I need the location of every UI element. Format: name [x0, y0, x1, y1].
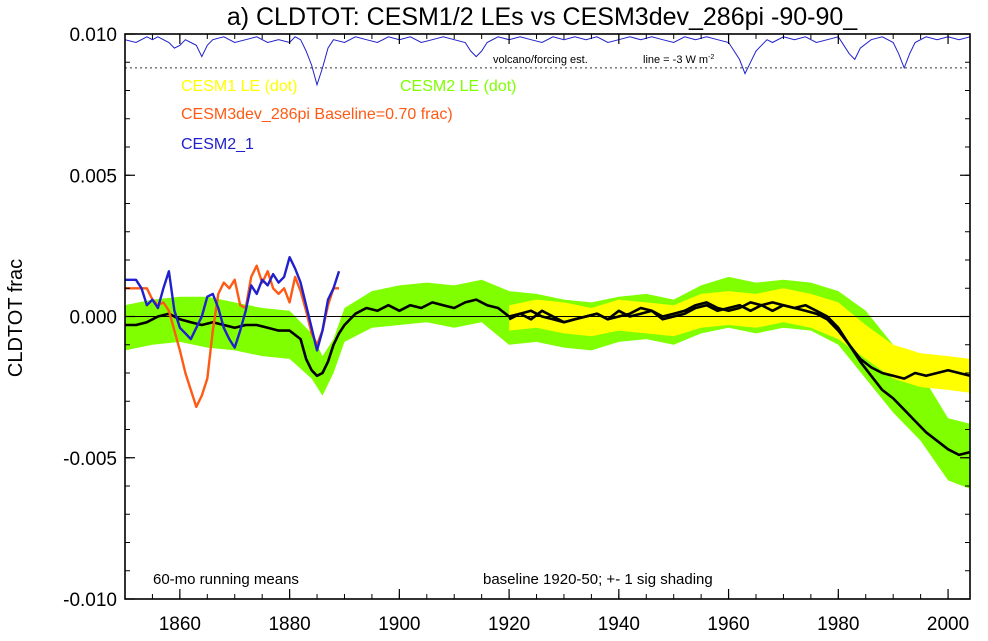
annotation-line-scale-sup: -2: [708, 54, 714, 61]
legend-entry-cesm2-1: CESM2_1: [181, 136, 254, 153]
band-cesm2-le-dot: [125, 276, 970, 489]
legend-entry-cesm3dev-286pi-baseline-0-70-frac: CESM3dev_286pi Baseline=0.70 frac): [181, 106, 453, 123]
annotation-baseline: baseline 1920-50; +- 1 sig shading: [483, 571, 713, 588]
x-tick-label: 1940: [598, 614, 640, 635]
x-tick-label: 1860: [159, 614, 201, 635]
annotation-running-means: 60-mo running means: [153, 571, 299, 588]
y-tick-label: 0.010: [69, 25, 117, 46]
x-tick-label: 1980: [817, 614, 859, 635]
volcano-forcing-curve: [124, 36, 971, 87]
annotation-line-scale-text: line = -3 W m: [643, 54, 708, 66]
annotation-volcano: volcano/forcing est.: [493, 54, 588, 66]
series-cesm2-le-mean: [125, 298, 971, 457]
x-tick-label: 1920: [488, 614, 530, 635]
y-tick-label: 0.000: [69, 308, 117, 329]
spread-bands: [125, 276, 970, 489]
y-tick-label: -0.005: [63, 449, 117, 470]
legend-entry-cesm2-le-dot: CESM2 LE (dot): [400, 78, 516, 95]
x-tick-label: 1960: [707, 614, 749, 635]
series-cesm1-le-mean: [508, 301, 971, 380]
legend-entry-cesm1-le-dot: CESM1 LE (dot): [181, 78, 297, 95]
annotation-line-scale: line = -3 W m-2: [643, 54, 714, 66]
series-cesm2-1: [125, 256, 341, 352]
x-tick-label: 2000: [927, 614, 969, 635]
legend: CESM1 LE (dot) CESM2 LE (dot) CESM3dev_286…: [181, 78, 516, 153]
x-tick-label: 1880: [268, 614, 310, 635]
y-axis: 0.010 0.005 0.000 -0.005 -0.010: [63, 25, 970, 611]
y-axis-label: CLDTOT frac: [5, 259, 27, 377]
x-axis: 1860 1880 1900 1920 1940 1960 1980 2000: [124, 34, 969, 635]
volcano-forcing-group: [124, 36, 971, 87]
y-tick-label: 0.005: [69, 166, 117, 187]
series-lines: [125, 256, 971, 457]
series-cesm3dev-286pi: [125, 264, 339, 409]
chart-title: a) CLDTOT: CESM1/2 LEs vs CESM3dev_286pi…: [227, 3, 858, 31]
x-tick-label: 1900: [378, 614, 420, 635]
y-tick-label: -0.010: [63, 590, 117, 611]
